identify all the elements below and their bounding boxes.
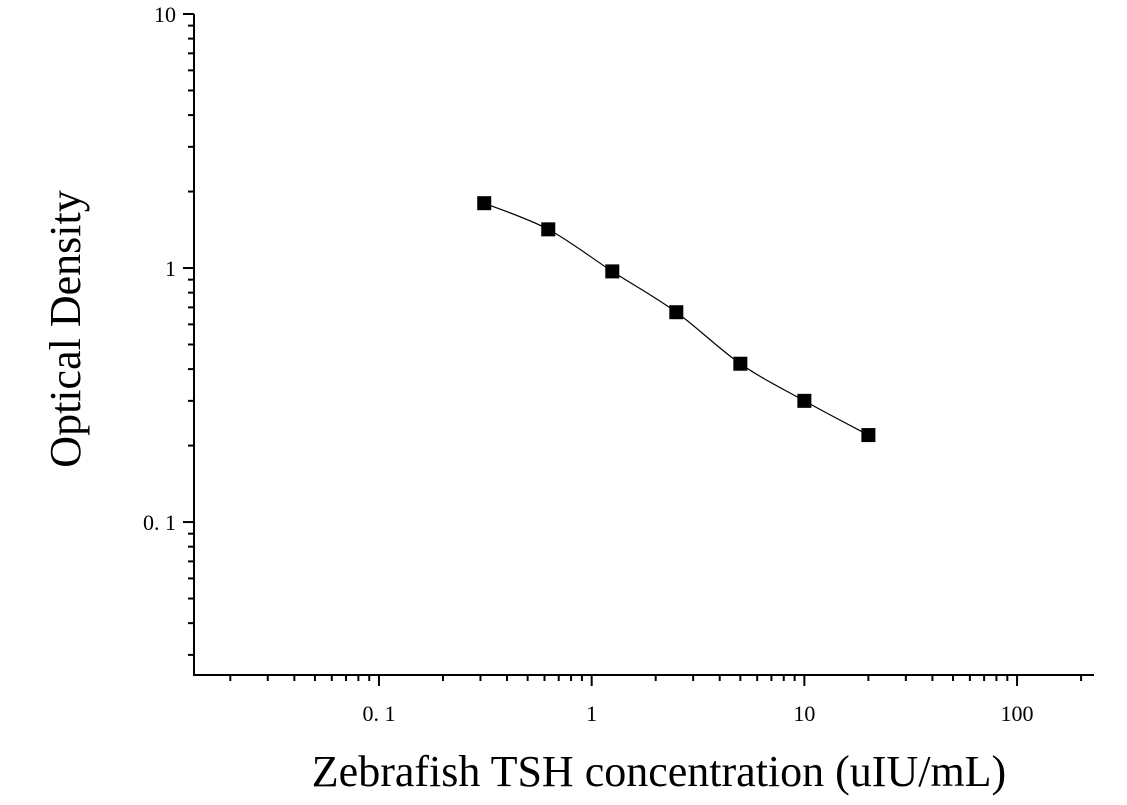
- data-point: [541, 222, 556, 237]
- y-tick-label: 0. 1: [143, 510, 176, 535]
- data-point: [477, 196, 492, 211]
- y-axis-title: Optical Density: [41, 190, 90, 467]
- y-tick-label: 1: [165, 256, 176, 281]
- data-point: [861, 428, 876, 443]
- x-tick-label: 10: [793, 701, 815, 726]
- x-tick-label: 100: [1001, 701, 1034, 726]
- plot-area: 0. 1 1 10 0. 1 1 10 100: [143, 2, 1094, 726]
- y-tick-label: 10: [154, 2, 176, 27]
- data-point: [797, 393, 812, 408]
- x-tick-label: 0. 1: [362, 701, 395, 726]
- data-point: [605, 264, 620, 279]
- data-points: [477, 196, 876, 443]
- y-axis-ticks: [183, 13, 194, 656]
- data-point: [733, 356, 748, 371]
- x-axis-title: Zebrafish TSH concentration (uIU/mL): [312, 747, 1006, 796]
- data-point: [669, 305, 684, 320]
- x-axis-ticks: [229, 675, 1083, 686]
- x-tick-label: 1: [586, 701, 597, 726]
- y-axis-tick-labels: 0. 1 1 10: [143, 2, 176, 535]
- x-axis-tick-labels: 0. 1 1 10 100: [362, 701, 1033, 726]
